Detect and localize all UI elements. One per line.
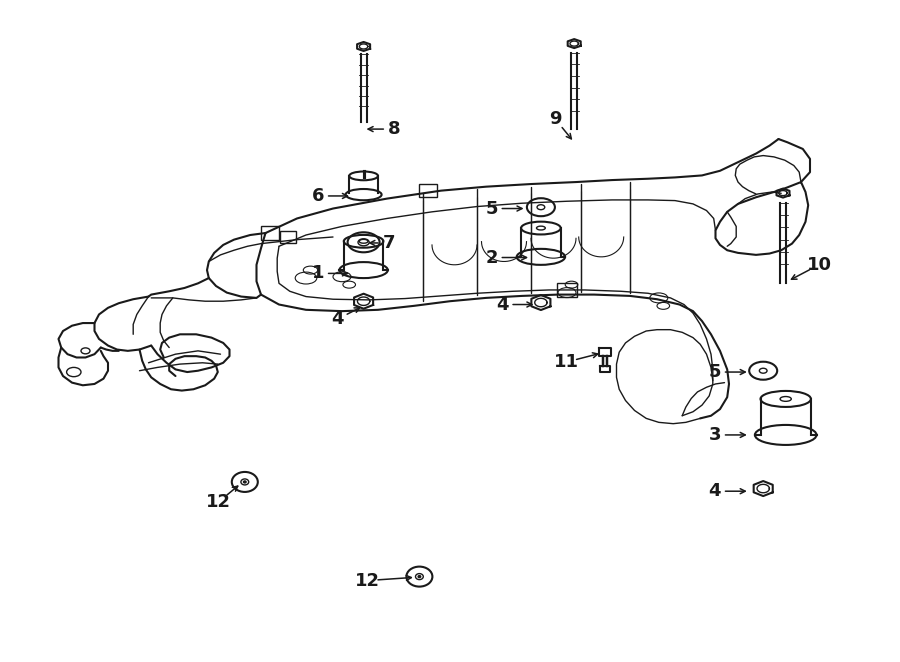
Ellipse shape bbox=[418, 575, 420, 578]
Text: 4: 4 bbox=[331, 310, 344, 328]
Text: 1: 1 bbox=[311, 264, 324, 283]
Text: 10: 10 bbox=[806, 256, 832, 274]
Text: 6: 6 bbox=[311, 187, 324, 205]
Text: 8: 8 bbox=[388, 120, 400, 138]
Text: 4: 4 bbox=[708, 482, 721, 500]
Bar bbox=[280, 231, 296, 243]
Text: 7: 7 bbox=[382, 234, 395, 252]
Text: 4: 4 bbox=[496, 295, 508, 314]
Text: 2: 2 bbox=[485, 248, 498, 267]
Text: 5: 5 bbox=[708, 363, 721, 381]
Bar bbox=[557, 283, 577, 297]
Text: 11: 11 bbox=[554, 353, 579, 371]
Text: 9: 9 bbox=[549, 110, 562, 128]
Text: 12: 12 bbox=[206, 493, 231, 511]
Text: 12: 12 bbox=[355, 571, 380, 590]
Ellipse shape bbox=[244, 481, 246, 483]
Text: 5: 5 bbox=[485, 199, 498, 218]
Bar bbox=[418, 184, 436, 197]
Text: 3: 3 bbox=[708, 426, 721, 444]
Bar bbox=[261, 226, 279, 240]
